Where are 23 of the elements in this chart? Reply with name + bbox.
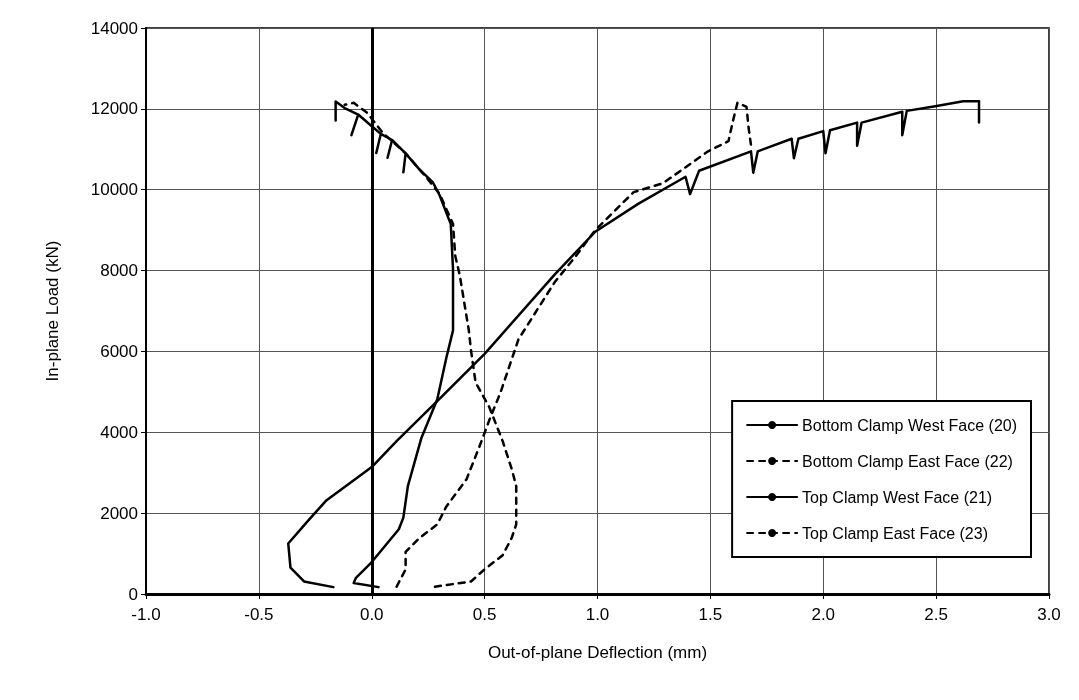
y-tick-label: 12000 (90, 99, 138, 119)
x-tick-label: 1.5 (698, 605, 723, 624)
y-tick-label: 6000 (100, 341, 138, 361)
y-tick-label: 10000 (90, 180, 138, 200)
y-tick-label: 0 (128, 584, 138, 604)
x-tick-label: 1.0 (585, 605, 610, 624)
legend-label: Top Clamp East Face (23) (802, 524, 988, 542)
y-axis-title: In-plane Load (kN) (43, 240, 62, 382)
x-tick-label: 0.0 (359, 605, 384, 624)
x-tick-label: 2.5 (924, 605, 948, 624)
y-tick-label: 4000 (100, 422, 138, 442)
x-tick-label: 0.5 (472, 605, 497, 624)
x-axis-title: Out-of-plane Deflection (mm) (487, 643, 708, 662)
x-tick-label: -0.5 (244, 605, 274, 624)
legend-label: Top Clamp West Face (21) (802, 488, 993, 506)
x-tick-label: 2.0 (811, 605, 836, 624)
x-tick-label: -1.0 (131, 605, 161, 624)
y-tick-label: 8000 (100, 261, 138, 281)
legend-label: Bottom Clamp East Face (22) (802, 452, 1013, 470)
y-tick-label: 2000 (100, 503, 138, 523)
y-tick-label: 14000 (90, 18, 138, 38)
x-tick-label: 3.0 (1037, 605, 1061, 624)
legend-label: Bottom Clamp West Face (20) (802, 416, 1018, 434)
